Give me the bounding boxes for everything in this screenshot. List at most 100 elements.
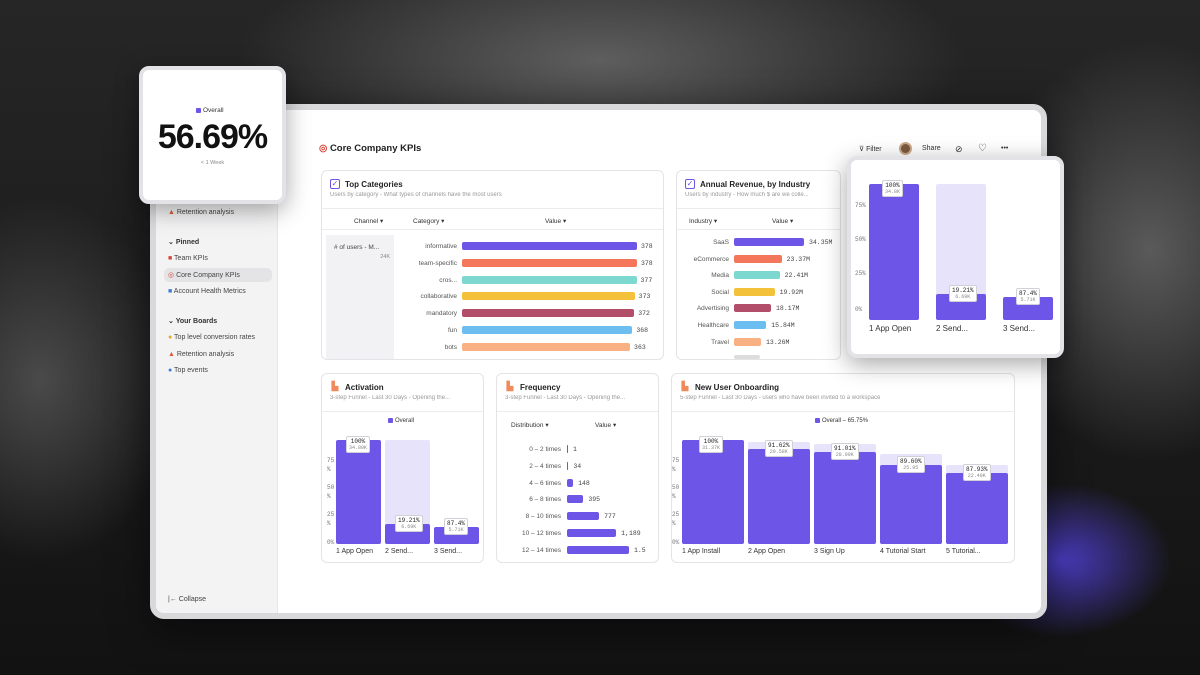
- category-bar: [462, 242, 637, 250]
- col-value[interactable]: Value ▾: [595, 422, 617, 429]
- channel-cell-label: # of users - M...: [334, 244, 380, 251]
- link-icon[interactable]: ⊘: [955, 144, 963, 154]
- y-tick-label: %: [672, 493, 676, 500]
- y-tick-label: %: [672, 520, 676, 527]
- activation-card: ▙ Activation 3-step Funnel - Last 30 Day…: [321, 373, 484, 563]
- distribution-value: 1,189: [621, 530, 641, 537]
- industry-label: Advertising: [696, 305, 729, 313]
- card-subtitle: Users by category - What types of channe…: [330, 192, 502, 198]
- category-value: 373: [638, 293, 651, 301]
- sidebar-item-retention-top[interactable]: ▲ Retention analysis: [164, 206, 238, 219]
- industry-bar: [734, 287, 775, 296]
- industry-label: Social: [711, 288, 729, 296]
- more-icon[interactable]: •••: [1001, 145, 1008, 152]
- y-tick-label: 25: [672, 511, 680, 518]
- divider: [322, 229, 663, 230]
- card-title: Top Categories: [345, 180, 403, 189]
- sidebar-item-label: Core Company KPIs: [176, 272, 240, 279]
- card-title: Frequency: [520, 383, 561, 392]
- col-category[interactable]: Category ▾: [413, 218, 445, 225]
- funnel-bar: [682, 440, 744, 544]
- page-title: ◎ Core Company KPIs: [319, 143, 421, 154]
- card-subtitle: Users by industry - How much $ are we co…: [685, 192, 809, 198]
- category-label: team-specific: [418, 259, 457, 267]
- avatar[interactable]: [899, 142, 912, 155]
- funnel-step-label: 1 App Open: [869, 324, 912, 333]
- category-bar: [462, 309, 635, 318]
- funnel-step-count: 31.37K: [702, 445, 721, 451]
- col-value[interactable]: Value ▾: [545, 218, 567, 225]
- col-value[interactable]: Value ▾: [772, 218, 794, 225]
- card-title: Annual Revenue, by Industry: [700, 180, 811, 189]
- category-label: fun: [447, 327, 457, 334]
- funnel-step-tag: 91.01% 28.99K: [831, 443, 859, 461]
- filter-button[interactable]: ⊽ Filter: [859, 145, 882, 153]
- funnel-step-count: 25.95: [903, 464, 919, 471]
- chevron-down-icon: ⌄: [168, 239, 176, 246]
- y-tick-label: 0%: [327, 539, 335, 546]
- channel-cell-count: 24K: [380, 254, 390, 260]
- pinned-header[interactable]: ⌄ Pinned: [168, 238, 199, 246]
- industry-value: 15.84M: [771, 322, 795, 329]
- category-label: cros...: [439, 276, 457, 284]
- chart-icon: ▲: [168, 351, 177, 358]
- target-icon: ◎: [168, 272, 177, 279]
- funnel-step-count: 6.69K: [401, 524, 417, 531]
- divider: [322, 411, 483, 412]
- col-industry[interactable]: Industry ▾: [689, 218, 718, 225]
- category-bar: [462, 342, 631, 351]
- heart-icon[interactable]: ♡: [978, 143, 987, 154]
- funnel-step-label: 4 Tutorial Start: [880, 548, 926, 555]
- col-label: Value: [772, 218, 789, 225]
- sidebar-item-label: Account Health Metrics: [173, 288, 246, 295]
- funnel-step-label: 2 Send...: [936, 324, 969, 333]
- legend-label: Overall: [203, 107, 224, 114]
- category-label: collaborative: [420, 293, 458, 301]
- category-value: 377: [640, 276, 653, 284]
- funnel-bar: [336, 440, 381, 544]
- funnel-step-label: 5 Tutorial...: [946, 548, 981, 555]
- sidebar-item-conversion[interactable]: ● Top level conversion rates: [164, 331, 259, 344]
- collapse-button[interactable]: |← Collapse: [164, 593, 210, 606]
- sidebar-item-team-kpis[interactable]: ■ Team KPIs: [164, 252, 212, 265]
- distribution-label: 6 – 8 times: [529, 496, 561, 504]
- distribution-bar: [567, 512, 600, 521]
- card-subtitle: 3-step Funnel - Last 30 Days - Opening t…: [505, 395, 626, 401]
- pinned-label: Pinned: [175, 239, 200, 246]
- funnel-chart-icon: ▙: [681, 381, 689, 391]
- col-channel[interactable]: Channel ▾: [354, 218, 384, 225]
- y-tick-label: 50: [672, 484, 680, 491]
- globe-icon: ●: [168, 367, 175, 374]
- funnel-step-label: 3 Send...: [1003, 324, 1036, 333]
- sidebar-item-core-kpis[interactable]: ◎ Core Company KPIs: [164, 268, 272, 282]
- distribution-label: 12 – 14 times: [521, 546, 561, 554]
- distribution-bar: [567, 529, 617, 537]
- distribution-label: 10 – 12 times: [521, 530, 561, 537]
- filter-icon: ⊽: [859, 146, 867, 153]
- category-value: 378: [641, 259, 653, 267]
- industry-bar: [734, 238, 804, 246]
- category-label: mandatory: [426, 310, 457, 318]
- category-value: 372: [638, 310, 650, 318]
- boards-header[interactable]: ⌄ Your Boards: [168, 317, 217, 325]
- sidebar-item-label: Retention analysis: [176, 209, 235, 216]
- industry-label: Travel: [711, 338, 729, 346]
- col-distribution[interactable]: Distribution ▾: [511, 422, 549, 429]
- industry-bar: [734, 337, 762, 346]
- funnel-step-tag: 87.4% 5.71K: [1016, 288, 1041, 306]
- distribution-label: 2 – 4 times: [529, 462, 561, 470]
- sidebar-item-top-events[interactable]: ● Top events: [164, 364, 212, 377]
- page-title-text: Core Company KPIs: [329, 143, 422, 154]
- legend-swatch: [388, 418, 393, 423]
- card-subtitle: 5-step Funnel - Last 30 Days - users who…: [680, 395, 881, 401]
- divider: [672, 411, 1014, 412]
- funnel-bar: [880, 464, 942, 544]
- sidebar-item-retention[interactable]: ▲ Retention analysis: [164, 348, 238, 361]
- share-button[interactable]: Share: [922, 145, 941, 152]
- share-label: Share: [922, 145, 941, 152]
- collapse-label: Collapse: [178, 596, 207, 603]
- divider: [677, 208, 840, 209]
- sidebar-item-account-health[interactable]: ■ Account Health Metrics: [164, 285, 250, 298]
- card-subtitle: 3-step Funnel - Last 30 Days - Opening t…: [330, 395, 451, 401]
- industry-value: 22.41M: [784, 272, 809, 280]
